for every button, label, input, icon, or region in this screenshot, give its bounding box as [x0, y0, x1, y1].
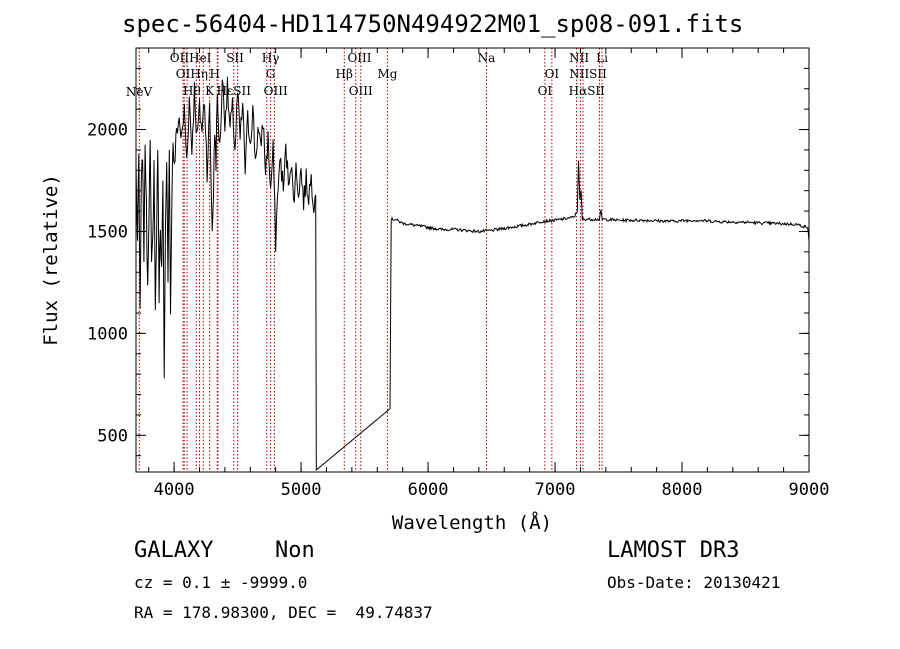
obs-date: Obs-Date: 20130421	[607, 573, 781, 592]
y-axis-ticks: 500 1000 1500 2000	[87, 67, 809, 457]
line-label-1-0: OIHη	[176, 67, 208, 81]
line-label-0-0: OIIHeI	[170, 51, 212, 65]
x-tick-label-0: 4000	[154, 480, 195, 500]
line-label-0-1: SII	[226, 51, 244, 65]
x-axis-ticks: 4000 5000 6000 7000 8000 9000	[148, 48, 830, 500]
line-label-nev: NeV	[126, 85, 153, 99]
line-label-0-2: Hγ	[262, 51, 280, 65]
survey-name: LAMOST DR3	[607, 538, 740, 563]
x-tick-label-2: 6000	[408, 480, 449, 500]
line-markers	[138, 48, 603, 472]
line-label-2-0: Hθ	[183, 84, 201, 98]
line-label-2-4: OIII	[349, 84, 373, 98]
line-label-2-5: OI	[538, 84, 553, 98]
line-label-0-4: Na	[478, 51, 496, 65]
line-label-1-5: OI	[545, 67, 560, 81]
x-tick-label-3: 7000	[535, 480, 576, 500]
spectrum-series-line	[135, 76, 810, 472]
line-label-2-6: HαSII	[569, 84, 606, 98]
coordinates: RA = 178.98300, DEC = 49.74837	[134, 603, 433, 622]
line-label-2-1: K	[205, 84, 215, 98]
line-label-0-5: NII	[569, 51, 589, 65]
y-tick-label-3: 2000	[87, 121, 128, 141]
plot-frame	[135, 47, 810, 473]
object-class: GALAXY	[134, 538, 214, 563]
line-labels: OIIHeI SII Hγ OIII Na NII Li OIHη H G Hβ Mg OI NIISII…	[126, 51, 608, 99]
y-axis-label: Flux (relative)	[40, 174, 62, 346]
line-label-0-3: OIII	[347, 51, 371, 65]
x-axis-label: Wavelength (Å)	[392, 511, 552, 534]
x-tick-label-4: 8000	[662, 480, 703, 500]
object-subclass: Non	[275, 538, 315, 563]
x-tick-label-5: 9000	[789, 480, 830, 500]
line-label-2-3: OIII	[264, 84, 288, 98]
line-label-0-6: Li	[596, 51, 608, 65]
x-tick-label-1: 5000	[281, 480, 322, 500]
redshift-line: cz = 0.1 ± -9999.0	[134, 573, 308, 592]
line-label-2-2: HεSII	[217, 84, 252, 98]
line-label-1-2: G	[266, 67, 276, 81]
line-label-1-4: Mg	[377, 67, 397, 81]
y-tick-label-0: 500	[97, 426, 128, 446]
line-label-1-3: Hβ	[336, 67, 353, 81]
line-label-1-1: H	[209, 67, 219, 81]
y-tick-label-1: 1000	[87, 324, 128, 344]
chart-title: spec-56404-HD114750N494922M01_sp08-091.f…	[122, 10, 744, 38]
line-label-1-6: NIISII	[569, 67, 607, 81]
y-tick-label-2: 1500	[87, 222, 128, 242]
